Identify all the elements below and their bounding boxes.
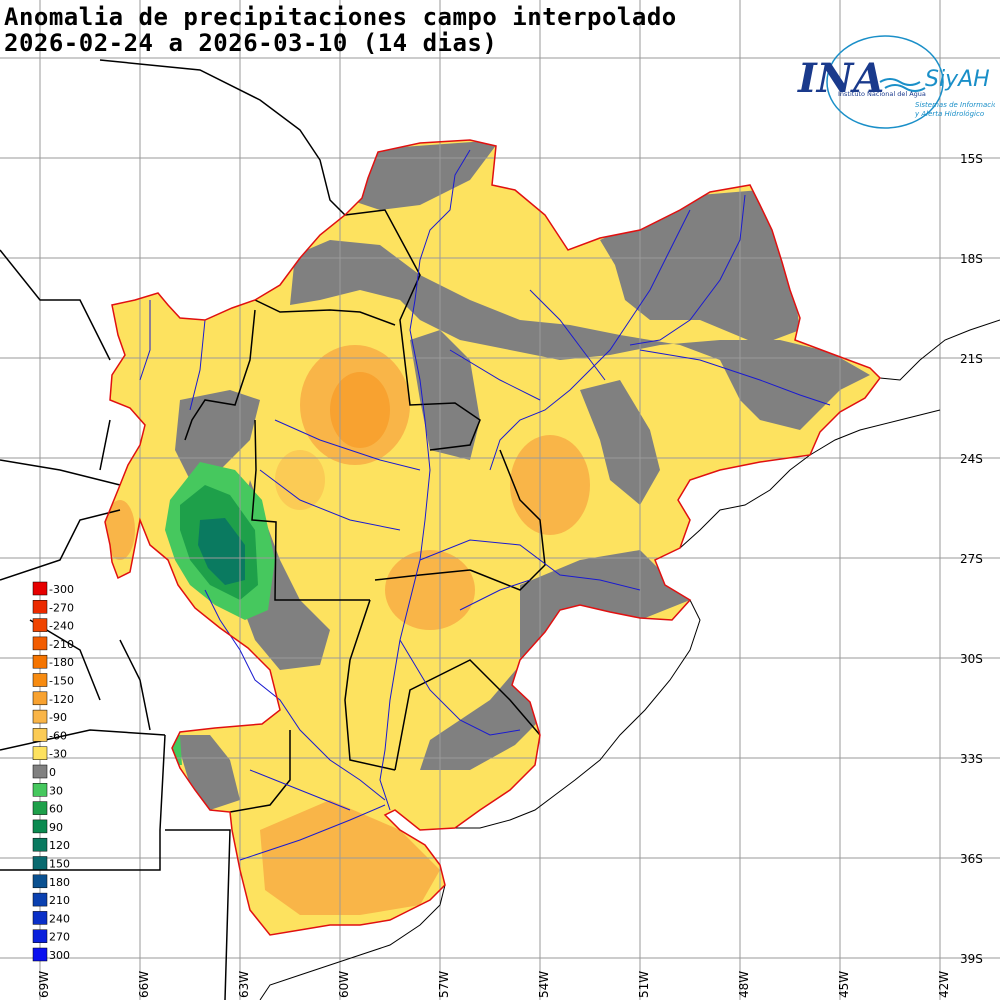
legend-label: -60: [49, 729, 67, 742]
lon-label: 51W: [637, 971, 651, 998]
lat-label: 27S: [960, 552, 983, 566]
map-title: Anomalia de precipitaciones campo interp…: [4, 3, 677, 31]
logo-system: SiyAH: [925, 67, 990, 92]
lon-label: 60W: [337, 971, 351, 998]
legend-label: -240: [49, 620, 74, 633]
legend-swatch: [32, 654, 48, 669]
legend-swatch: [32, 837, 48, 852]
wave-icon: [879, 78, 926, 92]
lat-label: 15S: [960, 152, 983, 166]
lon-label: 45W: [837, 971, 851, 998]
lon-label: 69W: [37, 971, 51, 998]
legend-label: -180: [49, 656, 74, 669]
legend-label: 90: [49, 821, 63, 834]
legend-swatch: [32, 673, 48, 687]
legend-swatch: [32, 618, 48, 632]
legend-swatch: [32, 636, 48, 651]
political-borders: [0, 59, 546, 1001]
legend-swatch: [32, 819, 48, 834]
logo-brand: INA: [797, 55, 884, 102]
legend-label: -210: [49, 638, 74, 651]
legend-swatch: [32, 911, 48, 925]
legend-swatch: [32, 929, 48, 943]
legend-swatch: [32, 801, 48, 815]
legend-swatch: [32, 764, 48, 779]
legend-swatch: [32, 892, 48, 907]
legend-label: -150: [49, 675, 74, 688]
legend-label: -300: [49, 583, 74, 596]
legend-label: -270: [49, 601, 74, 614]
lat-label: 24S: [960, 452, 983, 466]
rivers: [139, 149, 831, 861]
legend-swatch: [32, 746, 48, 760]
lat-label: 33S: [960, 752, 983, 766]
lat-label: 21S: [960, 352, 983, 366]
basin-outline: [104, 139, 881, 936]
lon-label: 63W: [237, 971, 251, 998]
coastline: [259, 319, 1000, 1001]
legend-label: 270: [49, 931, 70, 944]
map-date-range: 2026-02-24 a 2026-03-10 (14 dias): [4, 29, 498, 57]
legend-label: 150: [49, 858, 70, 871]
legend-label: -120: [49, 693, 74, 706]
logo-subtitle2: Sistemas de Información: [915, 101, 995, 109]
lat-label: 36S: [960, 852, 983, 866]
legend-swatch: [32, 783, 48, 797]
legend-swatch: [32, 947, 48, 962]
logo-subtitle1: Instituto Nacional del Agua: [838, 90, 926, 98]
color-legend: -300-270-240-210-180-150-120-90-60-30030…: [32, 581, 74, 962]
legend-swatch: [32, 600, 48, 614]
logo-ring: [826, 35, 944, 129]
lon-label: 66W: [137, 971, 151, 998]
latitude-labels: 15S 18S 21S 24S 27S 30S 33S 36S 39S: [960, 152, 983, 966]
lat-label: 30S: [960, 652, 983, 666]
lat-label: 39S: [960, 952, 983, 966]
longitude-labels: 69W 66W 63W 60W 57W 54W 51W 48W 45W 42W: [37, 971, 951, 998]
lat-label: 18S: [960, 252, 983, 266]
legend-swatch: [32, 856, 48, 870]
legend-swatch: [32, 581, 48, 596]
legend-label: 240: [49, 912, 70, 925]
legend-label: 120: [49, 839, 70, 852]
legend-swatch: [32, 874, 48, 889]
legend-swatch: [32, 728, 48, 742]
lon-label: 57W: [437, 971, 451, 998]
legend-label: -90: [49, 711, 67, 724]
legend-label: 300: [49, 949, 70, 962]
legend-label: 60: [49, 803, 63, 816]
legend-swatch: [32, 709, 48, 724]
lon-label: 54W: [537, 971, 551, 998]
legend-label: 30: [49, 784, 63, 797]
legend-label: 180: [49, 876, 70, 889]
legend-swatch: [32, 691, 48, 706]
ina-siyah-logo: INA SiyAH Instituto Nacional del Agua Si…: [797, 35, 995, 129]
legend-label: 210: [49, 894, 70, 907]
legend-label: 0: [49, 766, 56, 779]
logo-subtitle3: y Alerta Hidrológico: [914, 110, 984, 118]
legend-label: -30: [49, 748, 67, 761]
lon-label: 42W: [937, 971, 951, 998]
lon-label: 48W: [737, 971, 751, 998]
